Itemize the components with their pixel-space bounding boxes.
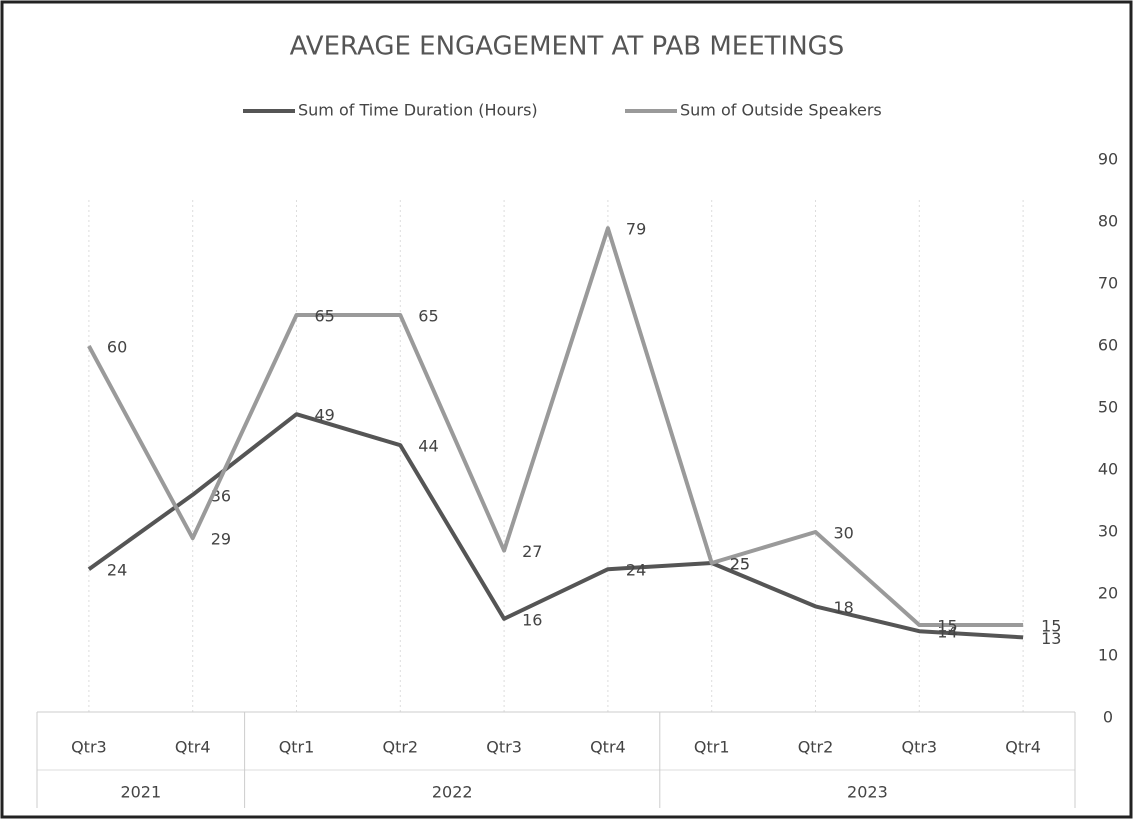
x-tick-label: Qtr2: [798, 738, 834, 757]
y-tick-label: 60: [1098, 336, 1118, 355]
data-label: 24: [626, 561, 646, 580]
y-tick-label: 30: [1098, 522, 1118, 541]
data-label: 29: [211, 530, 231, 549]
data-label: 49: [315, 406, 335, 425]
x-tick-label: Qtr1: [694, 738, 730, 757]
legend-label: Sum of Outside Speakers: [680, 101, 882, 120]
data-label: 24: [107, 561, 127, 580]
x-tick-label: Qtr4: [1005, 738, 1041, 757]
x-tick-label: Qtr3: [71, 738, 107, 757]
data-label: 60: [107, 338, 127, 357]
data-label: 15: [937, 617, 957, 636]
group-label: 2023: [847, 783, 888, 802]
y-tick-label: 90: [1098, 150, 1118, 169]
x-tick-label: Qtr4: [590, 738, 626, 757]
y-tick-label: 10: [1098, 646, 1118, 665]
legend-label: Sum of Time Duration (Hours): [298, 101, 538, 120]
y-tick-label: 20: [1098, 584, 1118, 603]
data-label: 27: [522, 542, 542, 561]
x-tick-label: Qtr3: [486, 738, 522, 757]
data-label: 65: [418, 307, 438, 326]
data-label: 65: [315, 307, 335, 326]
data-label: 16: [522, 610, 542, 629]
data-label: 15: [1041, 617, 1061, 636]
y-tick-label: 50: [1098, 398, 1118, 417]
y-tick-label: 80: [1098, 212, 1118, 231]
y-tick-label: 70: [1098, 274, 1118, 293]
data-label: 18: [834, 598, 854, 617]
data-label: 44: [418, 437, 438, 456]
data-label: 79: [626, 220, 646, 239]
x-tick-label: Qtr2: [382, 738, 418, 757]
chart-title: AVERAGE ENGAGEMENT AT PAB MEETINGS: [290, 32, 845, 62]
y-tick-label: 0: [1103, 708, 1113, 727]
x-tick-label: Qtr1: [279, 738, 315, 757]
data-label: 25: [730, 555, 750, 574]
data-label: 14: [937, 623, 957, 642]
line: [87, 412, 1024, 640]
group-label: 2021: [120, 783, 161, 802]
y-tick-label: 40: [1098, 460, 1118, 479]
data-label: 30: [834, 524, 854, 543]
line: [87, 226, 1024, 627]
group-label: 2022: [432, 783, 473, 802]
x-tick-label: Qtr4: [175, 738, 211, 757]
data-label: 25: [730, 555, 750, 574]
x-tick-label: Qtr3: [901, 738, 937, 757]
data-label: 13: [1041, 629, 1061, 648]
